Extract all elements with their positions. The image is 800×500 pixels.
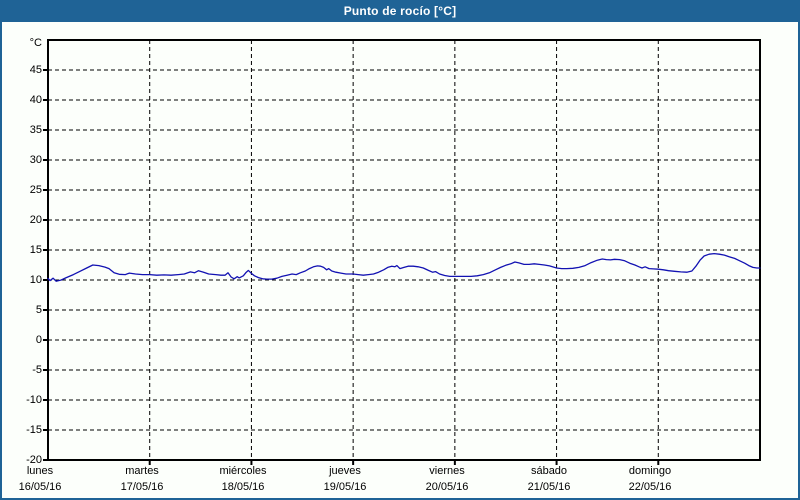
x-day-name: domingo (628, 465, 672, 477)
y-tick-label: 40 (29, 94, 42, 106)
y-tick-label: 35 (29, 124, 42, 136)
y-tick-label: -10 (26, 394, 42, 406)
x-day-name: jueves (329, 465, 361, 477)
y-tick-label: 45 (29, 64, 42, 76)
dewpoint-line (47, 252, 761, 282)
y-tick-label: -20 (26, 454, 42, 466)
x-day-date: 16/05/16 (18, 481, 62, 493)
y-tick-label: -15 (26, 424, 42, 436)
x-day-name: martes (125, 465, 159, 477)
y-tick-label: 0 (35, 334, 42, 346)
x-day-name: lunes (26, 465, 54, 477)
x-day-name: miércoles (219, 465, 267, 477)
y-tick-label: 15 (29, 244, 42, 256)
y-tick-label: 30 (29, 154, 42, 166)
x-day-date: 20/05/16 (425, 481, 469, 493)
plot-border (47, 39, 761, 461)
chart-background (2, 22, 798, 498)
title-bar: Punto de rocío [°C] (0, 0, 800, 22)
x-day-name: sábado (530, 465, 568, 477)
x-day-date: 21/05/16 (527, 481, 571, 493)
x-day-date: 17/05/16 (120, 481, 164, 493)
x-day-date: 18/05/16 (221, 481, 265, 493)
y-tick-label: 25 (29, 184, 42, 196)
x-day-date: 22/05/16 (628, 481, 672, 493)
page-title: Punto de rocío [°C] (343, 4, 457, 18)
y-axis-unit-label: °C (29, 37, 42, 49)
y-tick-label: -5 (32, 364, 42, 376)
y-tick-label: 10 (29, 274, 42, 286)
x-day-date: 19/05/16 (323, 481, 367, 493)
y-tick-label: 20 (29, 214, 42, 226)
x-day-name: viernes (429, 465, 465, 477)
y-tick-label: 5 (35, 304, 42, 316)
